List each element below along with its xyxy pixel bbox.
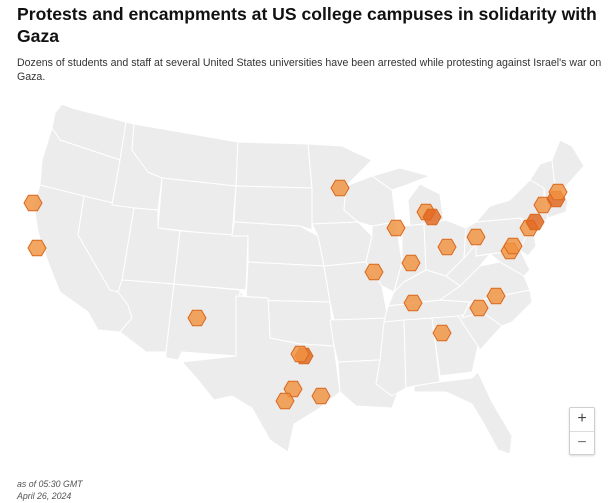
protest-marker-hex[interactable] xyxy=(486,287,506,305)
zoom-out-button[interactable]: − xyxy=(577,434,587,451)
chart-title: Protests and encampments at US college c… xyxy=(17,4,597,46)
timestamp-note: as of 05:30 GMT April 26, 2024 xyxy=(17,478,83,502)
protest-marker-hex[interactable] xyxy=(311,387,331,405)
protest-marker-hex[interactable] xyxy=(23,194,43,212)
protest-marker-hex[interactable] xyxy=(422,208,442,226)
protest-marker-hex[interactable] xyxy=(330,179,350,197)
as-of-time: as of 05:30 GMT xyxy=(17,479,83,489)
protest-marker-hex[interactable] xyxy=(386,219,406,237)
state-wyoming xyxy=(157,177,237,237)
protest-marker-hex[interactable] xyxy=(401,254,421,272)
state-colorado xyxy=(173,230,249,291)
chart-subtitle: Dozens of students and staff at several … xyxy=(17,57,602,83)
state-texas xyxy=(181,295,341,453)
protest-marker-hex[interactable] xyxy=(469,299,489,317)
state-florida xyxy=(413,371,513,455)
protest-marker-hex[interactable] xyxy=(432,324,452,342)
protest-marker-hex[interactable] xyxy=(403,294,423,312)
state-arkansas xyxy=(329,317,389,363)
protest-marker-hex[interactable] xyxy=(548,183,568,201)
protest-markers xyxy=(23,179,568,410)
as-of-date: April 26, 2024 xyxy=(17,491,72,501)
protest-marker-hex[interactable] xyxy=(525,213,545,231)
protest-marker-hex[interactable] xyxy=(290,345,310,363)
protest-marker-hex[interactable] xyxy=(503,237,523,255)
state-north-dakota xyxy=(235,141,313,189)
protest-marker-hex[interactable] xyxy=(364,263,384,281)
zoom-controls: + − xyxy=(569,407,595,455)
state-kansas xyxy=(245,261,331,303)
state-south-dakota xyxy=(233,185,313,231)
protest-marker-hex[interactable] xyxy=(466,228,486,246)
zoom-in-button[interactable]: + xyxy=(570,408,594,432)
states-layer xyxy=(33,103,585,455)
protest-marker-hex[interactable] xyxy=(27,239,47,257)
protest-marker-hex[interactable] xyxy=(437,238,457,256)
protest-marker-hex[interactable] xyxy=(275,392,295,410)
protest-marker-hex[interactable] xyxy=(187,309,207,327)
